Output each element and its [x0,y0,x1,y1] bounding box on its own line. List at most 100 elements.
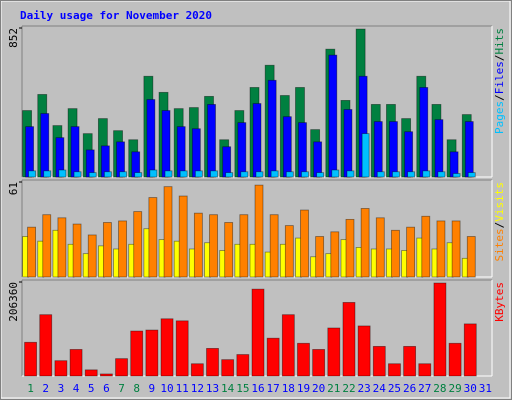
bar [240,171,249,178]
x-tick-label: 5 [88,382,95,395]
bar [375,217,385,278]
bar [42,214,52,278]
bar [130,330,144,377]
legend-separator: / [493,222,506,229]
x-tick-label: 10 [160,382,173,395]
bar [345,218,355,278]
bar [331,169,340,178]
x-tick-label: 11 [176,382,189,395]
bar [210,170,218,178]
bar [269,214,279,278]
x-tick-label: 13 [206,382,219,395]
bar [285,171,294,178]
bar [372,345,386,377]
x-tick-label: 4 [73,382,80,395]
bar [419,87,429,178]
bar [179,170,188,178]
x-tick-label: 19 [297,382,310,395]
bar [346,170,355,178]
bar [313,141,323,178]
bar [58,169,67,178]
bar [103,171,112,178]
bar [178,195,188,278]
x-tick-label: 24 [373,382,387,395]
legend-entry: Files [493,61,506,94]
legend: Pages/Files/Hits [493,28,506,134]
bar [225,172,234,178]
x-tick-label: 28 [433,382,446,395]
bar [316,172,325,178]
bar [190,363,204,377]
bar [209,214,218,278]
bar [315,236,325,278]
bar [161,110,171,178]
bar [312,349,326,377]
bar [28,170,36,178]
x-tick-label: 12 [191,382,204,395]
x-tick-label: 23 [358,382,371,395]
x-tick-label: 1 [27,382,34,395]
bar [343,109,353,178]
x-tick-label: 20 [312,382,325,395]
chart-title: Daily usage for November 2020 [20,9,212,22]
bar [27,226,36,278]
bar [254,184,264,278]
bar [149,169,158,178]
bar [300,209,309,278]
bar [376,171,385,178]
bar [160,318,174,377]
legend-separator: / [493,55,506,62]
bar [297,342,310,377]
bar [87,234,97,278]
x-tick-label: 15 [236,382,249,395]
x-tick-label: 9 [149,382,156,395]
x-tick-label: 18 [282,382,295,395]
bar [301,171,309,178]
x-tick-label: 29 [448,382,461,395]
x-tick-label: 14 [221,382,235,395]
bar [236,354,250,377]
bar [69,349,83,377]
bar [330,231,340,278]
bar [266,337,280,377]
bar [70,126,80,178]
bar [206,347,219,377]
bar [40,113,50,178]
bar [133,211,143,278]
bar [448,342,462,377]
bar [175,320,189,377]
bar [176,126,186,178]
bar [163,186,173,278]
bar [328,54,338,178]
bar [251,288,265,377]
x-tick-label: 3 [58,382,65,395]
bar [464,121,474,178]
bar [239,214,249,278]
bar [99,373,113,377]
legend-entry: KBytes [493,282,506,322]
bar [391,229,400,278]
bar [437,171,446,178]
bar [392,171,400,178]
x-tick-label: 30 [464,382,477,395]
bar [224,222,234,278]
bar [342,302,356,377]
bar [72,223,82,278]
bar [164,170,173,178]
legend: KBytes [493,282,506,322]
bar [452,173,461,178]
legend: Sites/Visits [493,182,506,262]
bar [102,222,112,278]
bar [434,119,444,178]
x-tick-label: 25 [388,382,401,395]
bar [119,171,127,178]
x-tick-label: 2 [42,382,49,395]
legend-separator: / [493,94,506,101]
bar [134,172,143,178]
bar [463,323,477,377]
bar [451,220,461,278]
bar [25,126,34,178]
bar [281,314,295,377]
bar [267,79,277,178]
bar [361,133,370,178]
